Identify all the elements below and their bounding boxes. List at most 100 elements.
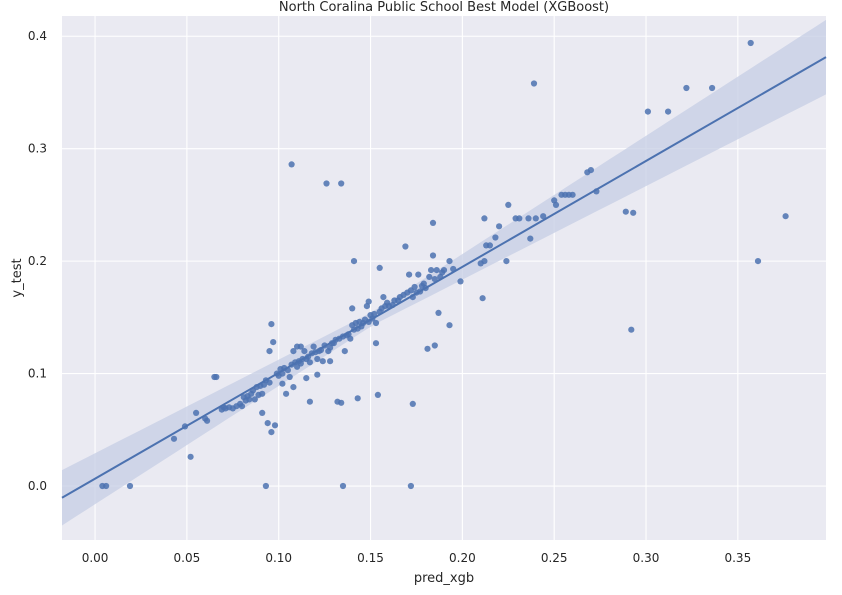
chart-title: North Coralina Public School Best Model … [279,0,609,15]
data-point [365,298,372,305]
data-point [319,358,326,365]
data-point [435,309,442,316]
data-point [372,319,380,327]
y-axis-label: y_test [10,258,25,297]
data-point [446,258,453,265]
data-point [411,283,418,291]
data-point [170,435,178,442]
data-point [426,273,433,280]
data-point [349,305,356,312]
x-tick-label: 0.35 [724,551,751,565]
data-point [446,322,453,329]
data-point [283,390,290,397]
data-point [314,355,321,363]
data-point [323,180,330,187]
data-point [431,276,438,283]
y-axis-ticks: 0.0 0.1 0.2 0.3 0.4 [28,29,47,493]
y-tick-label: 0.2 [28,254,47,268]
data-point [492,234,499,241]
data-point [341,348,348,355]
data-point [371,310,378,318]
data-point [429,252,437,259]
data-point [347,335,354,342]
data-point [310,343,317,350]
data-point [268,321,275,328]
data-point [279,380,286,387]
data-point [622,208,629,215]
data-point [350,258,358,265]
data-point [271,422,279,429]
data-point [457,278,464,285]
data-point [238,403,246,410]
data-point [213,373,220,381]
data-point [630,209,637,216]
data-point [262,482,269,490]
data-point [665,108,672,115]
data-point [187,453,194,460]
data-point [709,84,716,92]
data-point [587,167,595,174]
x-tick-label: 0.15 [357,551,384,565]
data-point [505,201,512,208]
data-point [266,379,273,386]
data-point [339,482,347,490]
data-point [251,396,258,403]
data-point [193,409,200,416]
y-tick-label: 0.0 [28,479,47,493]
data-point [754,258,762,265]
data-point [297,343,304,350]
data-point [415,271,422,278]
data-point [264,420,271,427]
data-point [532,215,539,222]
data-point [126,482,134,490]
data-point [424,345,431,352]
data-point [530,80,538,87]
x-tick-label: 0.05 [174,551,201,565]
data-point [433,267,440,274]
data-point [303,375,310,382]
data-point [288,161,295,168]
data-point [683,84,690,92]
data-point [503,258,510,265]
data-point [540,213,547,220]
data-point [431,342,438,349]
data-point [259,409,266,416]
data-point [338,399,345,406]
data-point [525,215,532,222]
x-tick-label: 0.00 [82,551,109,565]
data-point [782,213,789,220]
data-point [268,429,275,436]
data-point [569,191,576,198]
y-tick-label: 0.3 [28,142,47,156]
data-point [204,417,211,424]
data-point [527,235,534,242]
x-tick-label: 0.25 [541,551,568,565]
data-point [290,384,297,391]
data-point [314,371,321,378]
data-point [266,348,273,355]
data-point [479,295,486,302]
x-tick-label: 0.20 [449,551,476,565]
data-point [406,271,413,278]
data-point [354,395,361,402]
data-point [496,223,503,230]
data-point [246,396,253,403]
regression-line [61,56,827,499]
data-point [552,201,560,208]
data-point [270,339,277,346]
data-point [301,348,308,355]
data-point [428,267,435,274]
y-tick-label: 0.4 [28,29,47,43]
x-tick-label: 0.10 [265,551,292,565]
data-point [644,108,652,115]
data-point [103,482,110,490]
data-point [481,258,488,265]
data-point [338,180,345,187]
data-point [486,242,493,249]
data-point [516,215,523,222]
data-point [376,264,383,271]
x-axis-label: pred_xgb [414,571,474,586]
x-tick-label: 0.30 [633,551,660,565]
data-point [440,267,448,274]
